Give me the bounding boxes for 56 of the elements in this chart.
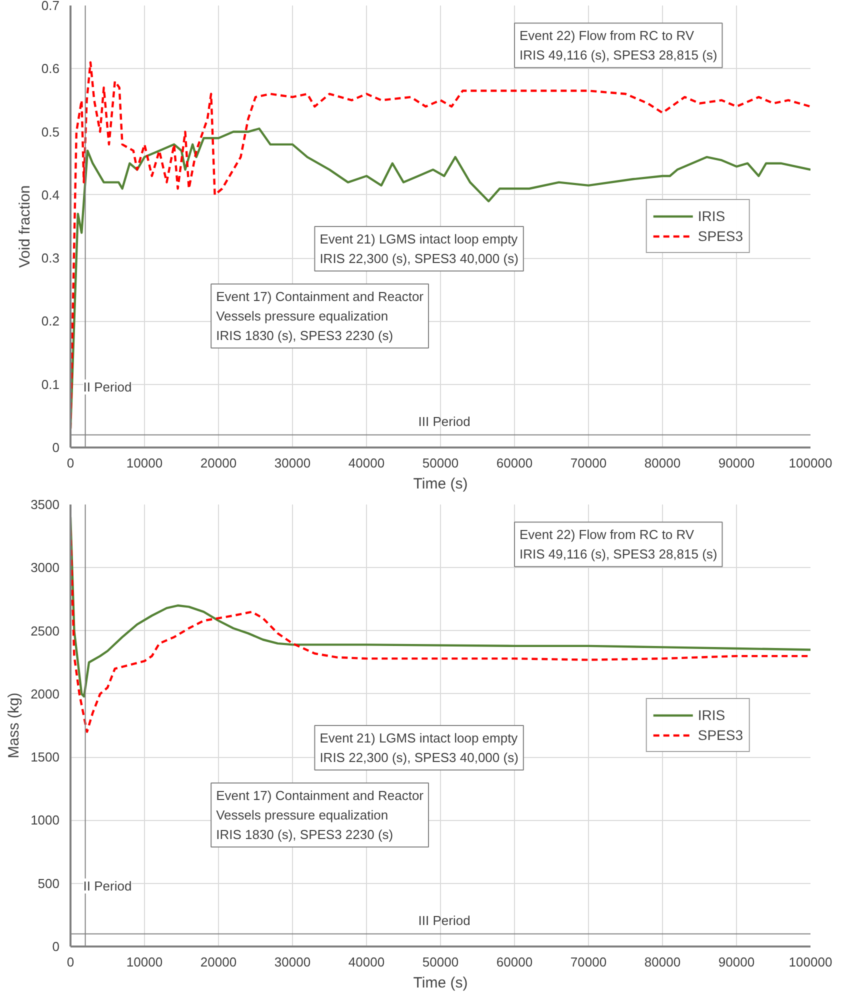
y-tick-label: 0.5 <box>41 124 60 140</box>
x-tick-label: 0 <box>66 456 74 470</box>
x-tick-label: 80000 <box>644 456 681 470</box>
x-tick-label: 70000 <box>570 954 607 970</box>
legend-label: IRIS <box>698 707 726 723</box>
y-axis-title: Void fraction <box>16 185 34 268</box>
y-tick-label: 0.4 <box>41 187 60 202</box>
x-axis-title: Time (s) <box>413 974 468 992</box>
y-tick-label: 1000 <box>30 812 60 828</box>
x-tick-label: 20000 <box>200 954 237 970</box>
annotation: Event 17) Containment and Reactor Vessels pressure equalization IRIS 1830 (s), SPES3 2230 (s) <box>216 788 424 842</box>
annotation: Event 17) Containment and Reactor Vessels pressure equalization IRIS 1830 (s), SPES3 2230 (s) <box>216 288 424 343</box>
x-tick-label: 30000 <box>274 954 311 970</box>
annotation: Event 22) Flow from RC to RV IRIS 49,116 (s), SPES3 28,815 (s) <box>520 28 718 63</box>
x-axis-title: Time (s) <box>413 476 468 492</box>
x-tick-label: 0 <box>66 954 74 970</box>
x-tick-label: 40000 <box>348 456 385 470</box>
y-tick-label: 0 <box>52 440 60 455</box>
y-tick-label: 3500 <box>30 497 60 512</box>
x-tick-label: 60000 <box>496 456 533 470</box>
legend-label: SPES3 <box>698 727 743 743</box>
ref-line-label: III Period <box>418 912 470 928</box>
y-tick-label: 0.1 <box>41 376 60 392</box>
y-tick-label: 2500 <box>30 623 60 638</box>
annotation: Event 21) LGMS intact loop empty IRIS 22,300 (s), SPES3 40,000 (s) <box>320 730 518 765</box>
ref-line-label: II Period <box>83 379 132 394</box>
x-tick-label: 80000 <box>644 954 681 970</box>
x-tick-label: 90000 <box>718 456 755 470</box>
x-tick-label: 30000 <box>274 456 311 470</box>
y-tick-label: 0 <box>52 939 60 954</box>
x-tick-label: 50000 <box>422 954 459 970</box>
y-tick-label: 0.7 <box>41 0 60 13</box>
y-axis-title: Mass (kg) <box>6 692 23 758</box>
x-tick-label: 100000 <box>788 954 832 970</box>
ref-line-label: II Period <box>83 878 132 894</box>
x-tick-label: 40000 <box>348 954 385 970</box>
x-tick-label: 10000 <box>126 954 163 970</box>
x-tick-label: 70000 <box>570 456 607 470</box>
legend-label: IRIS <box>698 208 726 224</box>
annotation: Event 21) LGMS intact loop empty IRIS 22,300 (s), SPES3 40,000 (s) <box>320 232 518 266</box>
x-tick-label: 90000 <box>718 954 755 970</box>
y-tick-label: 0.2 <box>41 314 60 329</box>
x-tick-label: 60000 <box>496 954 533 970</box>
annotation: Event 22) Flow from RC to RV IRIS 49,116 (s), SPES3 28,815 (s) <box>520 527 718 562</box>
y-tick-label: 1500 <box>30 750 60 765</box>
y-tick-label: 0.6 <box>41 61 60 76</box>
y-tick-label: 3000 <box>30 560 60 576</box>
y-tick-label: 0.3 <box>41 250 60 266</box>
x-tick-label: 100000 <box>788 456 832 470</box>
y-tick-label: 500 <box>38 876 60 891</box>
ref-line-label: III Period <box>418 414 470 429</box>
x-tick-label: 10000 <box>126 456 163 470</box>
x-tick-label: 20000 <box>200 456 237 470</box>
y-tick-label: 2000 <box>30 686 60 702</box>
legend-label: SPES3 <box>698 228 743 244</box>
x-tick-label: 50000 <box>422 456 459 470</box>
